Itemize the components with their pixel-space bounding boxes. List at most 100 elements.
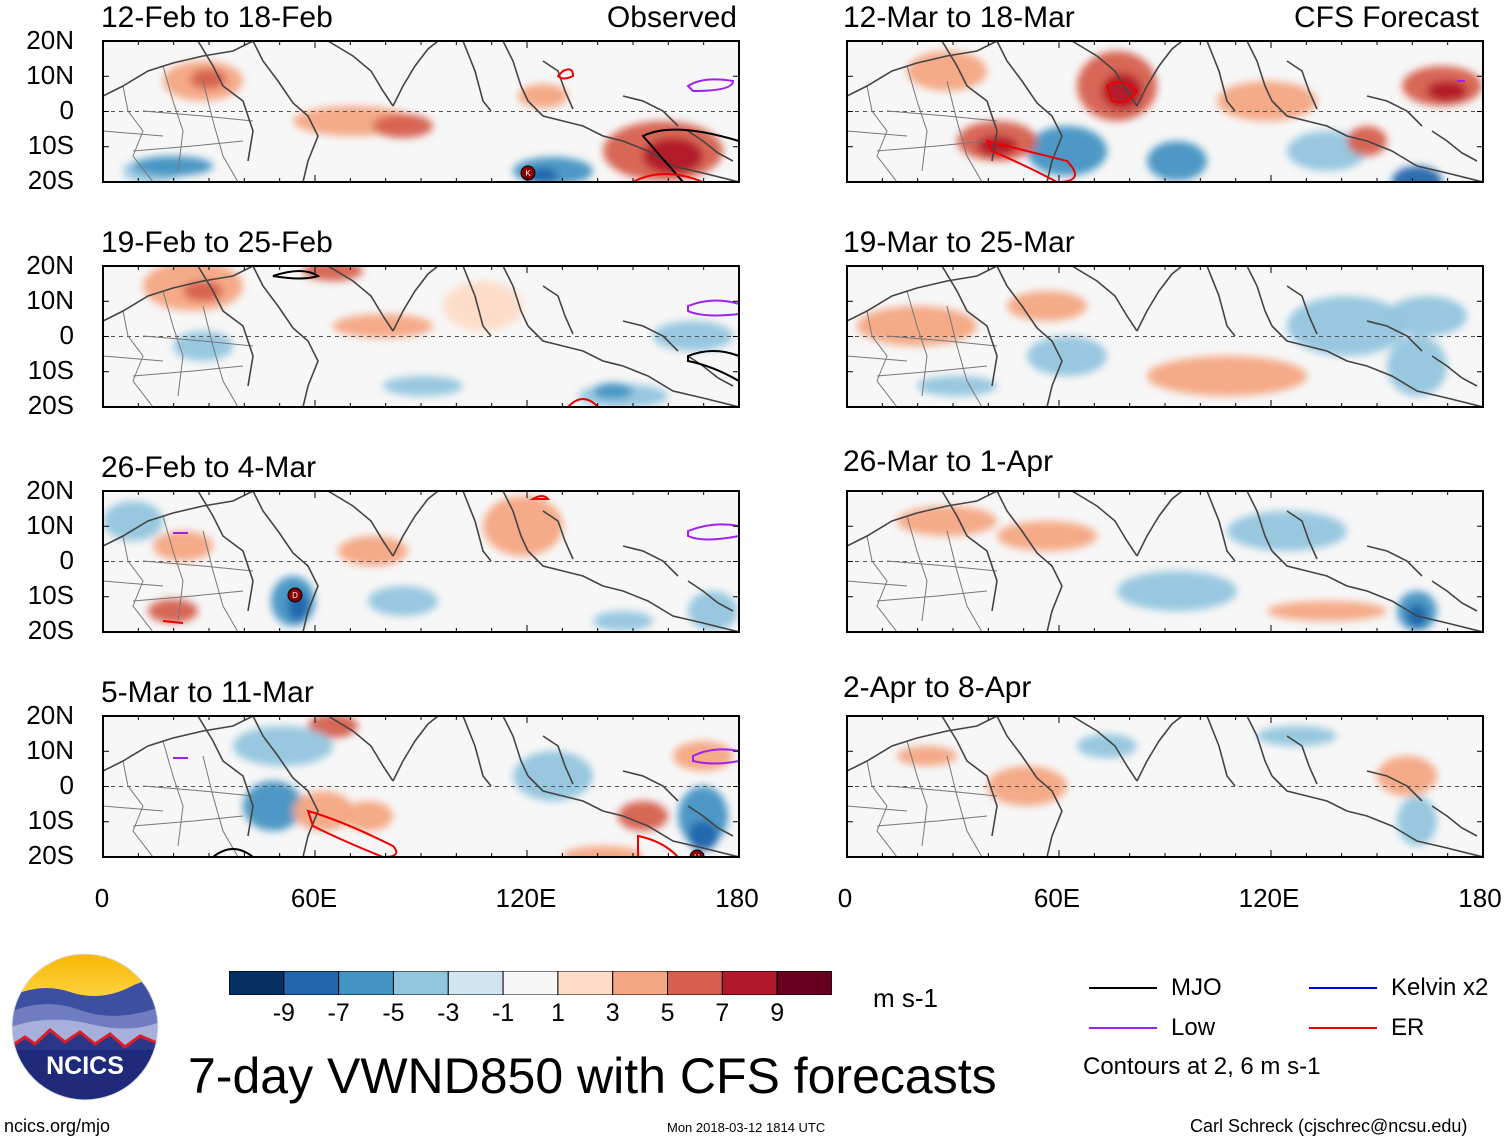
coastline — [622, 320, 679, 352]
coastline — [197, 41, 254, 162]
country-border — [876, 815, 988, 827]
colorbar-swatch — [667, 970, 723, 996]
coastline — [1271, 775, 1348, 812]
country-border — [122, 535, 154, 632]
country-border — [886, 560, 998, 572]
storm-marker-label: H — [694, 853, 700, 859]
ncics-logo: NCICS — [10, 952, 160, 1102]
colorbar — [228, 970, 833, 996]
country-border — [946, 80, 983, 182]
anomaly-shade — [618, 801, 668, 831]
country-border — [162, 515, 184, 622]
anomaly-shade — [907, 51, 987, 91]
coastline — [1246, 266, 1273, 327]
country-border — [946, 755, 983, 857]
x-tick: 180 — [1458, 883, 1502, 913]
anomaly-shade — [688, 821, 718, 851]
x-tick: 120E — [1238, 883, 1300, 913]
coastline — [527, 775, 604, 812]
anomaly-shade — [673, 741, 733, 771]
map-panel-observed-1: K — [101, 39, 741, 184]
panel-title-6: 19-Mar to 25-Mar — [843, 226, 1075, 259]
coastline — [1136, 41, 1183, 107]
y-tick: 10S — [27, 355, 74, 385]
colorbar-swatch — [776, 970, 833, 996]
low-contour — [687, 523, 739, 541]
coastline — [462, 266, 492, 337]
anomaly-shade — [1257, 726, 1337, 746]
coastline — [941, 266, 998, 387]
legend-low-label: Low — [1171, 1014, 1216, 1041]
coastline — [392, 491, 439, 557]
logo-text: NCICS — [46, 1052, 124, 1080]
coastline — [327, 491, 394, 557]
country-border — [946, 530, 983, 632]
coastline — [941, 491, 998, 612]
legend-kelvin-line — [1309, 987, 1377, 989]
country-border — [202, 305, 239, 407]
coastline — [462, 41, 492, 112]
y-tick: 20N — [26, 25, 74, 55]
panel-title-5: 12-Mar to 18-Mar — [843, 1, 1075, 34]
anomaly-shade — [1147, 141, 1207, 181]
anomaly-shade — [333, 314, 433, 338]
colorbar-swatch — [447, 970, 504, 996]
coastline — [1286, 285, 1318, 335]
country-border — [103, 580, 164, 587]
x-tick: 60E — [290, 883, 338, 913]
coastline — [197, 266, 254, 387]
country-border — [886, 335, 998, 347]
map-panel-forecast-2 — [845, 264, 1485, 409]
main-title: 7-day VWND850 with CFS forecasts — [188, 1048, 997, 1104]
anomaly-shade — [233, 726, 333, 766]
anomaly-shade — [1007, 291, 1087, 321]
colorbar-tick-label: 5 — [660, 999, 675, 1027]
legend-mjo-line — [1089, 987, 1157, 989]
country-border — [847, 130, 908, 137]
anomaly-shade — [563, 846, 643, 857]
colorbar-swatch — [557, 970, 614, 996]
anomaly-shade — [1227, 511, 1347, 551]
footer-author[interactable]: Carl Schreck (cjschrec@ncsu.edu) — [1190, 1116, 1468, 1136]
map-panel-forecast-1 — [845, 39, 1485, 184]
anomaly-shade — [1387, 296, 1467, 336]
footer-timestamp: Mon 2018-03-12 1814 UTC — [667, 1120, 826, 1135]
anomaly-shade — [1027, 126, 1107, 176]
coastline — [1136, 716, 1183, 782]
coastline — [392, 41, 439, 107]
country-border — [886, 110, 998, 122]
y-tick: 0 — [59, 95, 74, 125]
country-border — [847, 580, 908, 587]
colorbar-swatch — [392, 970, 449, 996]
x-tick: 180 — [715, 883, 759, 913]
mjo-contour — [687, 350, 739, 383]
storm-marker — [520, 165, 536, 181]
coastline — [1206, 41, 1236, 112]
anomaly-shade — [373, 114, 433, 138]
coastline — [327, 41, 394, 107]
anomaly-shade — [293, 791, 353, 831]
coastline — [252, 266, 319, 407]
coastline — [252, 41, 319, 182]
anomaly-shade — [518, 84, 568, 108]
coastline — [462, 491, 492, 562]
er-contour — [1105, 81, 1139, 104]
country-border — [906, 290, 928, 397]
footer-url[interactable]: ncics.org/mjo — [4, 1116, 111, 1136]
country-border — [906, 65, 928, 172]
country-border — [876, 365, 988, 377]
anomaly-shade — [1287, 296, 1407, 356]
coastline — [622, 545, 679, 577]
country-border — [886, 785, 998, 797]
colorbar-units: m s-1 — [873, 983, 938, 1013]
coastline — [687, 580, 734, 612]
coastline — [392, 266, 439, 332]
coastline — [1431, 355, 1478, 387]
y-tick: 0 — [59, 320, 74, 350]
anomaly-shade — [897, 746, 957, 766]
anomaly-shade — [173, 331, 233, 361]
coastline — [327, 716, 394, 782]
colorbar-tick-label: 9 — [770, 999, 785, 1027]
coastline — [103, 41, 254, 97]
country-border — [142, 560, 254, 572]
